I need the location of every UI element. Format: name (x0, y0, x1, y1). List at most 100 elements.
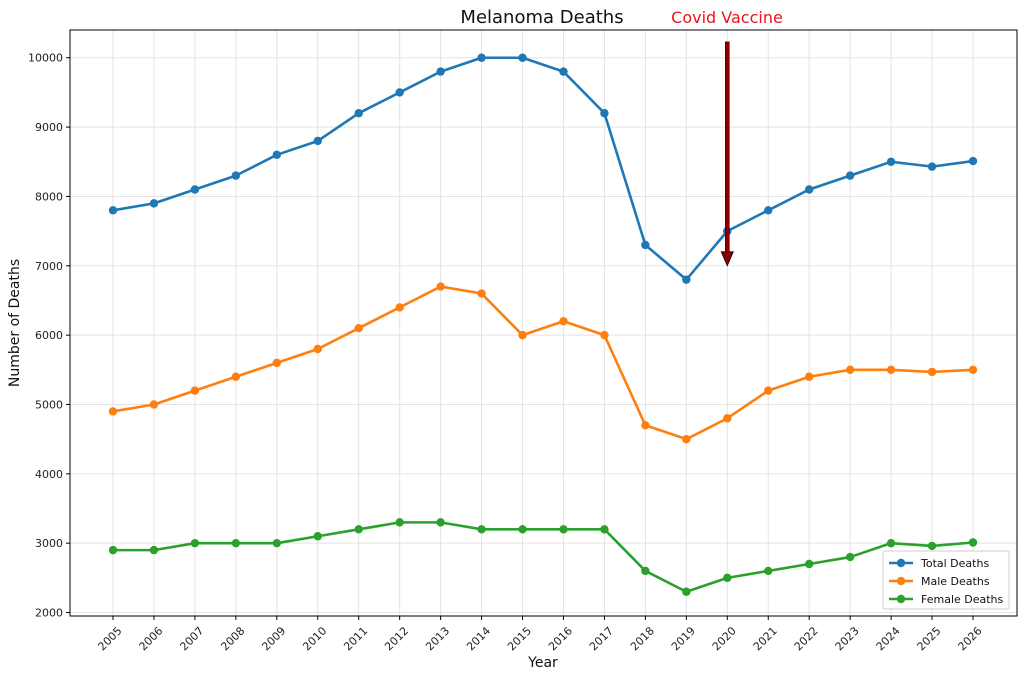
female-deaths-point (108, 545, 118, 555)
male-deaths-point (559, 317, 568, 326)
male-deaths-point (395, 303, 404, 312)
x-axis-label: Year (527, 655, 558, 671)
total-deaths-point (682, 275, 691, 284)
plot-frame (69, 29, 1018, 617)
chart-title: Melanoma Deaths (460, 7, 623, 28)
female-deaths-point (231, 538, 241, 548)
total-deaths-point (190, 185, 200, 194)
male-deaths-point (682, 434, 691, 444)
total-deaths-point (436, 67, 445, 76)
female-deaths-point (190, 538, 200, 548)
total-deaths-point (518, 53, 527, 62)
male-deaths-point (886, 365, 896, 375)
male-deaths-point (149, 400, 159, 409)
y-tick-label: 9000 (35, 121, 63, 134)
total-deaths-point (354, 109, 363, 118)
female-deaths-point (764, 566, 773, 576)
legend-label: Female Deaths (921, 593, 1004, 606)
female-deaths-point (354, 525, 363, 534)
male-deaths-point (968, 365, 978, 375)
y-tick-label: 4000 (35, 468, 63, 481)
male-deaths-point (518, 330, 527, 340)
total-deaths-point (804, 185, 814, 194)
total-deaths-point (886, 157, 896, 166)
total-deaths-point (600, 109, 609, 118)
male-deaths-line (112, 285, 974, 441)
female-deaths-point (313, 532, 322, 541)
male-deaths-series (108, 282, 978, 444)
female-deaths-point (395, 518, 404, 527)
male-deaths-point (231, 372, 241, 381)
female-deaths-series (108, 518, 978, 596)
arrow-head (720, 251, 734, 267)
total-deaths-point (477, 53, 486, 62)
female-deaths-point (682, 587, 691, 596)
total-deaths-point (559, 67, 568, 76)
y-tick-label: 7000 (35, 260, 63, 273)
legend-swatch-marker (896, 558, 906, 568)
male-deaths-point (313, 344, 322, 354)
y-tick-label: 3000 (35, 537, 63, 550)
y-tick-label: 8000 (35, 190, 63, 203)
female-deaths-point (600, 525, 609, 534)
total-deaths-point (764, 206, 773, 215)
y-tick-label: 5000 (35, 398, 63, 411)
female-deaths-point (886, 538, 896, 548)
legend-swatch-marker (896, 576, 906, 586)
female-deaths-point (518, 525, 527, 534)
total-deaths-point (395, 88, 404, 97)
total-deaths-line (112, 56, 974, 281)
male-deaths-point (845, 365, 855, 375)
y-tick-label: 6000 (35, 329, 63, 342)
female-deaths-point (723, 573, 732, 583)
legend-item-male-deaths: Male Deaths (889, 575, 990, 588)
female-deaths-line (113, 521, 974, 594)
series-layer (108, 53, 978, 596)
y-tick-label: 2000 (35, 607, 63, 620)
female-deaths-point (641, 566, 650, 576)
male-deaths-point (927, 367, 937, 377)
legend: Total Deaths Male Deaths Female Deaths (882, 550, 1010, 610)
y-axis-ticks: 2000 3000 4000 5000 6000 7000 8000 9000 10000 (28, 52, 70, 620)
male-deaths-point (477, 289, 486, 298)
y-tick-label: 10000 (28, 52, 63, 65)
male-deaths-point (190, 386, 200, 395)
female-deaths-point (927, 541, 937, 551)
female-deaths-point (149, 545, 159, 555)
male-deaths-point (108, 407, 118, 416)
male-deaths-point (272, 358, 282, 368)
female-deaths-point (804, 559, 814, 569)
female-deaths-point (968, 538, 978, 547)
male-deaths-point (600, 330, 609, 340)
arrow-shaft (725, 41, 730, 253)
grid-lines (70, 30, 1017, 616)
total-deaths-point (149, 199, 159, 208)
male-deaths-point (354, 324, 363, 333)
total-deaths-point (845, 171, 855, 180)
legend-item-total-deaths: Total Deaths (889, 557, 989, 570)
female-deaths-point (559, 525, 568, 534)
total-deaths-point (231, 171, 241, 180)
legend-label: Total Deaths (920, 557, 989, 570)
covid-vaccine-annotation: Covid Vaccine (671, 8, 783, 27)
female-deaths-point (436, 518, 445, 527)
male-deaths-point (723, 414, 732, 423)
total-deaths-point (968, 156, 978, 166)
female-deaths-point (845, 552, 855, 562)
male-deaths-point (764, 386, 773, 395)
annotation-layer (720, 41, 734, 267)
legend-box (882, 550, 1010, 610)
total-deaths-point (313, 136, 322, 146)
total-deaths-series (108, 53, 978, 284)
female-deaths-point (477, 525, 486, 534)
male-deaths-point (436, 282, 445, 291)
legend-item-female-deaths: Female Deaths (889, 593, 1004, 606)
total-deaths-point (641, 240, 650, 250)
legend-label: Male Deaths (921, 575, 990, 588)
y-axis-label: Number of Deaths (7, 259, 23, 387)
female-deaths-point (272, 538, 282, 548)
male-deaths-point (804, 372, 814, 381)
total-deaths-point (108, 206, 118, 215)
